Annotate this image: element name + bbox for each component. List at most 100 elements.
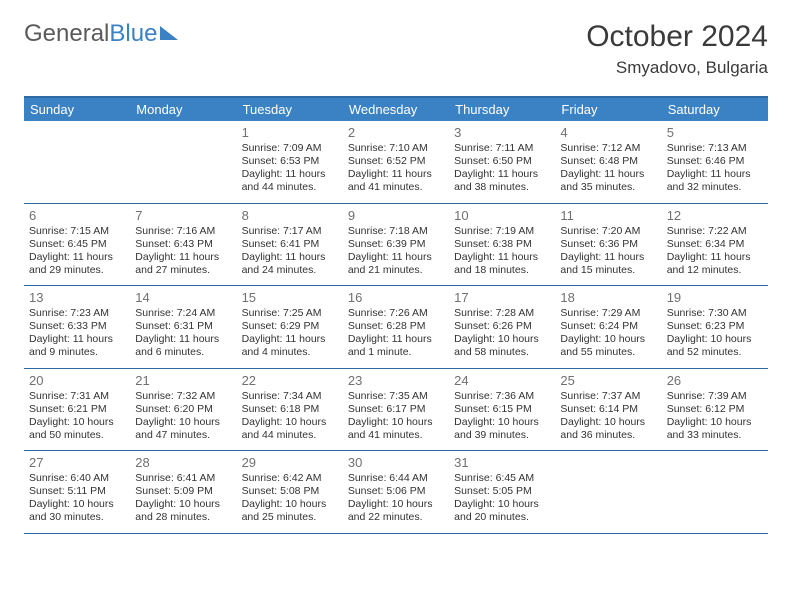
sunrise-line: Sunrise: 7:30 AM [667, 307, 763, 320]
sunrise-line: Sunrise: 7:16 AM [135, 225, 231, 238]
calendar-cell: 25Sunrise: 7:37 AMSunset: 6:14 PMDayligh… [555, 369, 661, 451]
week-row: 13 Sunrise: 7:23 AMSunset: 6:33 PM Dayligh… [24, 286, 768, 369]
sunset-line: Sunset: 6:48 PM [560, 155, 656, 168]
logo-part1: General [24, 20, 109, 48]
day-number: 11 [560, 208, 656, 223]
daylight-line: Daylight: 11 hours and 35 minutes. [560, 168, 656, 194]
week-row: 6Sunrise: 7:15 AMSunset: 6:45 PMDaylight… [24, 204, 768, 287]
calendar-cell: 15Sunrise: 7:25 AMSunset: 6:29 PMDayligh… [237, 286, 343, 368]
sunrise-line: Sunrise: 7:34 AM [242, 390, 338, 403]
logo-part2: Blue [109, 20, 157, 48]
sunrise-line: Sunrise: 7:24 AM [135, 307, 231, 320]
calendar-cell: 8Sunrise: 7:17 AMSunset: 6:41 PMDaylight… [237, 204, 343, 286]
week-row: 27Sunrise: 6:40 AMSunset: 5:11 PMDayligh… [24, 451, 768, 534]
sunset-line: Sunset: 6:28 PM [348, 320, 444, 333]
sunset-line: Sunset: 6:41 PM [242, 238, 338, 251]
daylight-line: Daylight: 11 hours and 18 minutes. [454, 251, 550, 277]
sunset-line: Sunset: 6:33 PM [29, 320, 125, 333]
day-number: 13 [29, 290, 125, 305]
sunset-line: Sunset: 6:46 PM [667, 155, 763, 168]
sunrise-line: Sunrise: 7:31 AM [29, 390, 125, 403]
logo-triangle-icon [160, 26, 178, 40]
daylight-line: Daylight: 10 hours and 41 minutes. [348, 416, 444, 442]
sunset-line: Sunset: 5:05 PM [454, 485, 550, 498]
sunset-line: Sunset: 5:08 PM [242, 485, 338, 498]
calendar-cell: 19Sunrise: 7:30 AMSunset: 6:23 PMDayligh… [662, 286, 768, 368]
calendar-cell: 31 Sunrise: 6:45 AMSunset: 5:05 PMDayligh… [449, 451, 555, 533]
calendar-cell: 22Sunrise: 7:34 AMSunset: 6:18 PMDayligh… [237, 369, 343, 451]
daylight-line: Daylight: 10 hours and 55 minutes. [560, 333, 656, 359]
sunset-line: Sunset: 6:29 PM [242, 320, 338, 333]
calendar-cell: 10Sunrise: 7:19 AMSunset: 6:38 PMDayligh… [449, 204, 555, 286]
calendar-cell [24, 121, 130, 203]
sunset-line: Sunset: 6:23 PM [667, 320, 763, 333]
calendar-cell: 17Sunrise: 7:28 AMSunset: 6:26 PMDayligh… [449, 286, 555, 368]
calendar-cell: 27Sunrise: 6:40 AMSunset: 5:11 PMDayligh… [24, 451, 130, 533]
daylight-line: Daylight: 10 hours and 52 minutes. [667, 333, 763, 359]
calendar-cell: 30Sunrise: 6:44 AMSunset: 5:06 PMDayligh… [343, 451, 449, 533]
sunset-line: Sunset: 6:26 PM [454, 320, 550, 333]
calendar-cell: 14 Sunrise: 7:24 AMSunset: 6:31 PMDayligh… [130, 286, 236, 368]
sunset-line: Sunset: 6:38 PM [454, 238, 550, 251]
sunrise-line: Sunrise: 7:26 AM [348, 307, 444, 320]
day-number: 14 [135, 290, 231, 305]
day-number: 3 [454, 125, 550, 140]
sunrise-line: Sunrise: 6:45 AM [454, 472, 550, 485]
calendar-cell [130, 121, 236, 203]
dayname-row: SundayMondayTuesdayWednesdayThursdayFrid… [24, 98, 768, 121]
sunrise-line: Sunrise: 7:09 AM [242, 142, 338, 155]
daylight-line: Daylight: 10 hours and 36 minutes. [560, 416, 656, 442]
sunrise-line: Sunrise: 7:19 AM [454, 225, 550, 238]
daylight-line: Daylight: 11 hours and 21 minutes. [348, 251, 444, 277]
daylight-line: Daylight: 11 hours and 41 minutes. [348, 168, 444, 194]
dayname: Wednesday [343, 98, 449, 121]
dayname: Friday [555, 98, 661, 121]
calendar-cell: 24Sunrise: 7:36 AMSunset: 6:15 PMDayligh… [449, 369, 555, 451]
calendar-cell [555, 451, 661, 533]
daylight-line: Daylight: 10 hours and 44 minutes. [242, 416, 338, 442]
sunrise-line: Sunrise: 7:37 AM [560, 390, 656, 403]
calendar: SundayMondayTuesdayWednesdayThursdayFrid… [24, 96, 768, 534]
calendar-cell: 11Sunrise: 7:20 AMSunset: 6:36 PMDayligh… [555, 204, 661, 286]
daylight-line: Daylight: 10 hours and 20 minutes. [454, 498, 550, 524]
calendar-cell: 2Sunrise: 7:10 AMSunset: 6:52 PMDaylight… [343, 121, 449, 203]
sunset-line: Sunset: 6:31 PM [135, 320, 231, 333]
day-number: 23 [348, 373, 444, 388]
daylight-line: Daylight: 11 hours and 44 minutes. [242, 168, 338, 194]
calendar-cell: 7Sunrise: 7:16 AMSunset: 6:43 PMDaylight… [130, 204, 236, 286]
calendar-cell: 4Sunrise: 7:12 AMSunset: 6:48 PMDaylight… [555, 121, 661, 203]
page-subtitle: Smyadovo, Bulgaria [586, 58, 768, 78]
sunset-line: Sunset: 6:52 PM [348, 155, 444, 168]
sunrise-line: Sunrise: 7:29 AM [560, 307, 656, 320]
sunrise-line: Sunrise: 7:17 AM [242, 225, 338, 238]
daylight-line: Daylight: 10 hours and 22 minutes. [348, 498, 444, 524]
daylight-line: Daylight: 11 hours and 27 minutes. [135, 251, 231, 277]
sunset-line: Sunset: 6:12 PM [667, 403, 763, 416]
calendar-cell: 26Sunrise: 7:39 AMSunset: 6:12 PMDayligh… [662, 369, 768, 451]
sunrise-line: Sunrise: 7:15 AM [29, 225, 125, 238]
title-block: October 2024 Smyadovo, Bulgaria [586, 20, 768, 78]
dayname: Sunday [24, 98, 130, 121]
day-number: 5 [667, 125, 763, 140]
day-number: 21 [135, 373, 231, 388]
day-number: 15 [242, 290, 338, 305]
daylight-line: Daylight: 11 hours and 12 minutes. [667, 251, 763, 277]
sunrise-line: Sunrise: 7:13 AM [667, 142, 763, 155]
sunrise-line: Sunrise: 6:40 AM [29, 472, 125, 485]
calendar-cell [662, 451, 768, 533]
sunrise-line: Sunrise: 7:23 AM [29, 307, 125, 320]
daylight-line: Daylight: 11 hours and 6 minutes. [135, 333, 231, 359]
dayname: Saturday [662, 98, 768, 121]
logo: GeneralBlue [24, 20, 178, 48]
day-number: 26 [667, 373, 763, 388]
daylight-line: Daylight: 11 hours and 4 minutes. [242, 333, 338, 359]
calendar-cell: 13Sunrise: 7:23 AMSunset: 6:33 PMDayligh… [24, 286, 130, 368]
header: GeneralBlue October 2024 Smyadovo, Bulga… [24, 20, 768, 78]
day-number: 31 [454, 455, 550, 470]
sunset-line: Sunset: 6:21 PM [29, 403, 125, 416]
day-number: 9 [348, 208, 444, 223]
calendar-cell: 16Sunrise: 7:26 AMSunset: 6:28 PMDayligh… [343, 286, 449, 368]
day-number: 20 [29, 373, 125, 388]
day-number: 24 [454, 373, 550, 388]
sunset-line: Sunset: 6:45 PM [29, 238, 125, 251]
